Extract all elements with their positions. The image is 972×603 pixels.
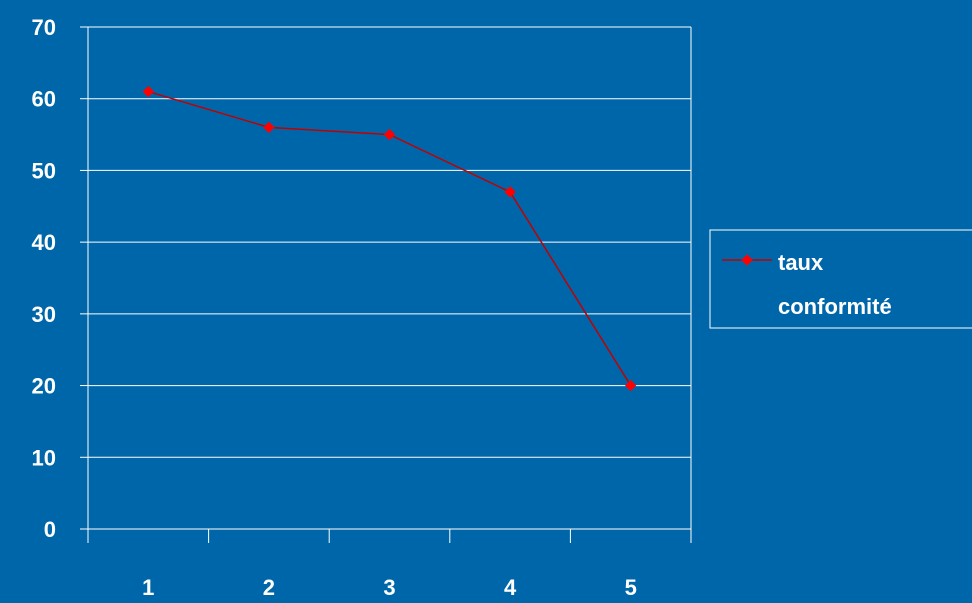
data-point-marker	[383, 128, 396, 141]
legend-box	[709, 229, 972, 329]
legend-label-line-2: conformité	[778, 294, 892, 319]
y-tick-label: 70	[32, 15, 56, 40]
data-point-marker	[625, 379, 637, 392]
y-tick-label: 20	[32, 374, 56, 399]
y-tick-label: 30	[32, 302, 56, 327]
y-tick-label: 60	[32, 87, 56, 112]
x-tick-label: 2	[263, 575, 275, 600]
y-axis-tick-labels: 0 10 20 30 40 50 60 70	[32, 15, 56, 542]
series-layer	[142, 85, 637, 392]
x-axis-tick-labels: 1 2 3 4 5	[142, 575, 637, 600]
data-point-marker	[142, 85, 154, 98]
y-tick-label: 50	[32, 158, 56, 183]
axes	[80, 26, 692, 543]
data-point-marker	[263, 121, 275, 134]
y-tick-label: 10	[32, 445, 56, 470]
y-tick-label: 0	[44, 517, 56, 542]
x-tick-label: 3	[383, 575, 395, 600]
x-tick-label: 5	[625, 575, 637, 600]
x-tick-label: 1	[142, 575, 154, 600]
x-tick-label: 4	[504, 575, 517, 600]
data-point-marker	[504, 186, 516, 198]
legend-label-line-1: taux	[778, 250, 824, 275]
legend-series-marker	[741, 254, 753, 266]
gridlines	[88, 26, 691, 458]
legend: taux conformité	[709, 229, 972, 329]
y-tick-label: 40	[32, 230, 56, 255]
